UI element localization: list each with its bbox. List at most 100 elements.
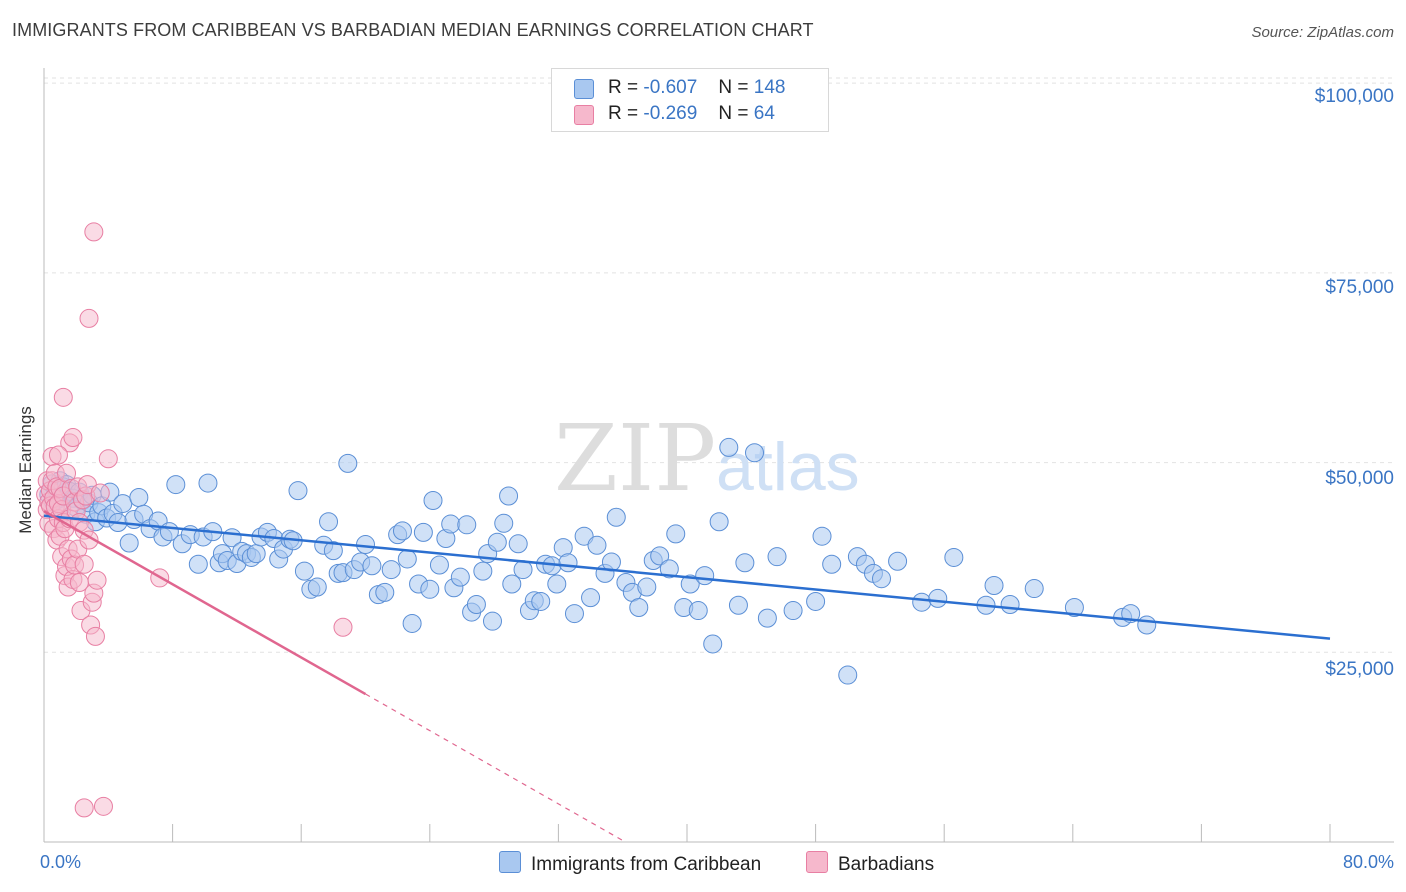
caribbean-point	[1137, 615, 1157, 635]
legend-r-label: R =	[608, 103, 639, 124]
caribbean-point	[1064, 598, 1084, 618]
stats-legend: R = -0.607 N = 148 R = -0.269 N = 64	[551, 68, 829, 132]
legend-r-value: -0.269	[643, 103, 698, 124]
y-tick-label: $100,000	[1314, 86, 1394, 107]
caribbean-point	[928, 588, 948, 608]
watermark-atlas: atlas	[716, 429, 860, 505]
caribbean-point	[838, 665, 858, 685]
caribbean-point	[429, 555, 449, 575]
caribbean-point	[356, 535, 375, 555]
barbadian-point	[63, 428, 83, 448]
caribbean-point	[806, 591, 826, 611]
barbadian-point	[87, 570, 107, 590]
legend-label-caribbean: Immigrants from Caribbean	[531, 854, 762, 875]
caribbean-point	[288, 481, 308, 501]
legend-n-label: N =	[718, 77, 749, 98]
caribbean-point	[1000, 594, 1020, 614]
caribbean-point	[659, 559, 679, 579]
caribbean-point	[294, 561, 314, 581]
caribbean-point	[735, 553, 755, 573]
caribbean-point	[637, 577, 657, 597]
caribbean-point	[392, 521, 412, 541]
caribbean-point	[912, 592, 932, 612]
caribbean-trend-line	[43, 514, 1331, 640]
caribbean-point	[473, 561, 493, 581]
caribbean-point	[113, 494, 133, 514]
caribbean-point	[745, 443, 765, 463]
legend-label-barbadians: Barbadians	[838, 854, 935, 875]
legend-swatch-blue	[499, 851, 521, 873]
y-tick-label: $50,000	[1325, 468, 1394, 489]
caribbean-point	[650, 546, 670, 566]
caribbean-point	[767, 547, 787, 567]
caribbean-point	[362, 556, 382, 576]
caribbean-point	[688, 601, 708, 621]
caribbean-point	[457, 515, 477, 535]
y-axis-label: Median Earnings	[16, 406, 35, 534]
bottom-legend-caribbean: Immigrants from Caribbean	[499, 851, 761, 876]
barbadian-point	[333, 617, 353, 637]
caribbean-point	[499, 486, 519, 506]
caribbean-point	[466, 594, 486, 614]
caribbean-point	[757, 608, 777, 628]
caribbean-point	[307, 577, 327, 597]
caribbean-point	[397, 549, 417, 569]
caribbean-point	[719, 437, 739, 457]
barbadian-trend-line	[43, 510, 367, 696]
watermark-zip: ZIP	[554, 405, 716, 512]
caribbean-point	[188, 554, 208, 574]
caribbean-point	[666, 524, 686, 544]
caribbean-point	[319, 512, 339, 532]
caribbean-point	[587, 535, 607, 555]
legend-swatch-blue	[574, 79, 594, 99]
caribbean-point	[413, 522, 433, 542]
caribbean-point	[709, 512, 729, 532]
caribbean-point	[494, 513, 514, 533]
barbadian-point	[48, 445, 68, 465]
caribbean-point	[129, 487, 149, 507]
caribbean-point	[487, 532, 507, 552]
x-tick-min: 0.0%	[40, 852, 82, 872]
caribbean-point	[606, 507, 626, 527]
caribbean-point	[547, 574, 567, 594]
caribbean-point	[944, 547, 964, 567]
caribbean-point	[502, 574, 522, 594]
barbadian-point	[85, 626, 105, 646]
chart-title: IMMIGRANTS FROM CARIBBEAN VS BARBADIAN M…	[12, 20, 814, 40]
caribbean-point	[246, 544, 266, 564]
barbadian-point	[84, 222, 104, 242]
legend-n-label: N =	[718, 103, 749, 124]
barbadian-point	[90, 483, 110, 503]
caribbean-point	[1024, 579, 1044, 599]
legend-n-value: 148	[753, 77, 786, 98]
caribbean-point	[338, 453, 358, 473]
barbadian-point	[53, 387, 73, 407]
barbadian-point	[93, 796, 113, 816]
caribbean-point	[423, 491, 443, 511]
bottom-legend-barbadians: Barbadians	[806, 851, 934, 876]
caribbean-point	[812, 526, 832, 546]
y-tick-label: $75,000	[1325, 277, 1394, 298]
caribbean-point	[450, 567, 470, 587]
caribbean-point	[558, 553, 578, 573]
caribbean-point	[441, 514, 461, 534]
caribbean-point	[783, 601, 803, 621]
caribbean-point	[508, 534, 528, 554]
caribbean-point	[564, 604, 584, 624]
barbadian-point	[74, 554, 94, 574]
caribbean-point	[420, 579, 440, 599]
caribbean-point	[703, 634, 723, 654]
caribbean-point	[872, 569, 892, 589]
legend-n-value: 64	[753, 103, 775, 124]
caribbean-point	[482, 611, 502, 631]
caribbean-point	[574, 526, 594, 546]
legend-swatch-pink	[806, 851, 828, 873]
chart-source: Source: ZipAtlas.com	[1251, 24, 1394, 41]
caribbean-point	[381, 560, 401, 580]
caribbean-point	[198, 473, 218, 493]
legend-r-value: -0.607	[643, 77, 698, 98]
caribbean-point	[119, 533, 139, 553]
legend-r-label: R =	[608, 77, 639, 98]
barbadian-trend-extension	[365, 693, 623, 842]
caribbean-point	[888, 551, 908, 571]
